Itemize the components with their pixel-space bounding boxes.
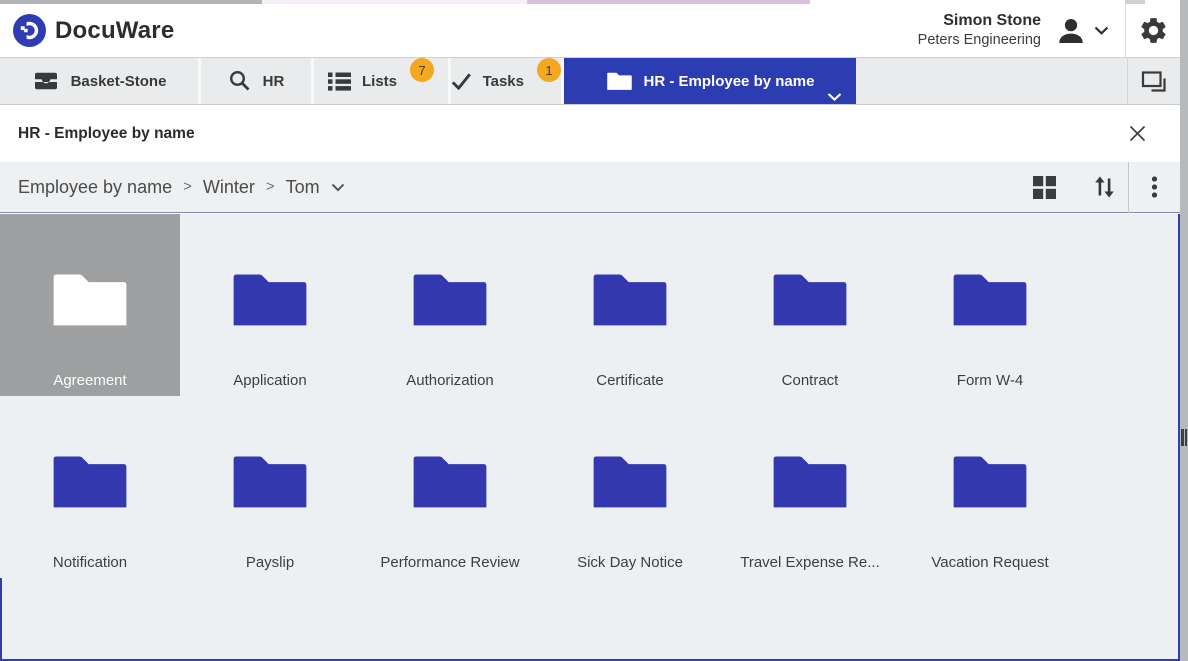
tab-hr-employee-by-name[interactable]: HR - Employee by name xyxy=(564,58,856,104)
breadcrumb-item-winter[interactable]: Winter xyxy=(202,176,255,197)
list-icon xyxy=(327,72,351,91)
folder-icon xyxy=(53,456,127,508)
folder-tile-notification[interactable]: Notification xyxy=(0,396,180,578)
folder-label: Certificate xyxy=(596,372,664,389)
new-window-icon xyxy=(1141,70,1166,92)
chevron-down-icon xyxy=(331,183,344,191)
app-header: DocuWare Simon Stone Peters Engineering xyxy=(0,4,1180,57)
close-panel-button[interactable] xyxy=(1125,121,1150,146)
folder-tile-agreement[interactable]: Agreement xyxy=(0,214,180,396)
breadcrumb-bar: Employee by name > Winter > Tom xyxy=(0,161,1180,213)
folder-grid: Agreement Application Authorization Cert… xyxy=(0,214,1180,578)
search-icon xyxy=(229,70,250,91)
panel-title-bar: HR - Employee by name xyxy=(0,105,1180,162)
folder-tile-authorization[interactable]: Authorization xyxy=(360,214,540,396)
folder-label: Performance Review xyxy=(380,554,520,571)
tab-hr-search[interactable]: HR xyxy=(201,58,311,104)
folder-label: Vacation Request xyxy=(931,554,1049,571)
folder-tile-payslip[interactable]: Payslip xyxy=(180,396,360,578)
panel-title: HR - Employee by name xyxy=(18,124,195,142)
folder-label: Travel Expense Re... xyxy=(740,554,880,571)
folder-label: Payslip xyxy=(245,554,295,571)
person-icon xyxy=(1059,18,1083,43)
gear-icon xyxy=(1140,18,1166,43)
folder-label: Sick Day Notice xyxy=(577,554,683,571)
folder-label: Form W-4 xyxy=(956,372,1024,389)
grid-view-icon xyxy=(1033,175,1056,199)
chevron-down-icon xyxy=(827,93,842,101)
kebab-menu-icon xyxy=(1151,176,1158,198)
browser-edge-strip xyxy=(0,0,1188,4)
folder-tile-travel-expense-report[interactable]: Travel Expense Re... xyxy=(720,396,900,578)
tab-label: HR - Employee by name xyxy=(643,72,815,90)
chevron-down-icon xyxy=(1094,26,1109,35)
grid-view-button[interactable] xyxy=(1033,175,1056,199)
settings-button[interactable] xyxy=(1126,4,1180,57)
header-divider xyxy=(1125,4,1126,57)
window-border xyxy=(1178,214,1180,661)
basket-tray-icon xyxy=(34,72,57,90)
window-border xyxy=(0,578,2,661)
folder-tile-contract[interactable]: Contract xyxy=(720,214,900,396)
tab-label: Lists xyxy=(361,72,397,90)
folder-tile-application[interactable]: Application xyxy=(180,214,360,396)
folder-icon xyxy=(53,274,127,326)
tab-basket-stone[interactable]: Basket-Stone xyxy=(0,58,198,104)
folder-icon xyxy=(233,456,307,508)
breadcrumb-separator: > xyxy=(265,177,275,195)
folder-icon xyxy=(773,456,847,508)
folder-icon xyxy=(233,274,307,326)
window-border xyxy=(0,659,1180,661)
tab-lists[interactable]: Lists 7 xyxy=(314,58,448,104)
folder-icon xyxy=(413,274,487,326)
sort-arrows-icon xyxy=(1095,176,1114,198)
brand-name: DocuWare xyxy=(55,16,175,44)
breadcrumb-dropdown-button[interactable] xyxy=(331,183,345,192)
folder-label: Application xyxy=(233,372,307,389)
docuware-logo-icon xyxy=(13,14,46,47)
folder-tile-form-w-4[interactable]: Form W-4 xyxy=(900,214,1080,396)
tab-label: Basket-Stone xyxy=(70,72,167,90)
folder-tile-certificate[interactable]: Certificate xyxy=(540,214,720,396)
user-menu-button[interactable] xyxy=(1055,15,1109,47)
sort-button[interactable] xyxy=(1094,176,1115,198)
open-new-window-button[interactable] xyxy=(1128,58,1180,104)
user-organization: Peters Engineering xyxy=(917,32,1041,49)
folder-tile-performance-review[interactable]: Performance Review xyxy=(360,396,540,578)
tab-label: Tasks xyxy=(482,72,524,90)
folder-icon xyxy=(953,456,1027,508)
folder-label: Notification xyxy=(52,554,128,571)
folder-tile-sick-day-notice[interactable]: Sick Day Notice xyxy=(540,396,720,578)
folder-label: Authorization xyxy=(406,372,494,389)
tab-label: HR xyxy=(262,72,285,90)
user-info: Simon Stone Peters Engineering xyxy=(918,11,1041,49)
folder-icon xyxy=(413,456,487,508)
lists-count-badge: 7 xyxy=(410,58,434,82)
breadcrumb-separator: > xyxy=(183,177,192,195)
close-icon xyxy=(1129,125,1146,142)
folder-grid-panel: Agreement Application Authorization Cert… xyxy=(0,214,1180,661)
tab-bar: Basket-Stone HR Lists 7 Tasks 1 HR - Emp… xyxy=(0,57,1180,105)
folder-icon xyxy=(606,72,632,90)
right-edge-splitter[interactable] xyxy=(1180,0,1188,661)
breadcrumb-item-tom[interactable]: Tom xyxy=(285,176,320,197)
breadcrumb-item-root[interactable]: Employee by name xyxy=(18,176,173,197)
folder-label: Agreement xyxy=(53,372,127,389)
folder-icon xyxy=(593,456,667,508)
folder-icon xyxy=(593,274,667,326)
folder-icon xyxy=(773,274,847,326)
tasks-count-badge: 1 xyxy=(537,58,561,82)
tab-tasks[interactable]: Tasks 1 xyxy=(451,58,561,104)
splitter-grip[interactable] xyxy=(1180,429,1188,446)
more-options-button[interactable] xyxy=(1129,162,1180,212)
folder-label: Contract xyxy=(781,372,839,389)
folder-tile-vacation-request[interactable]: Vacation Request xyxy=(900,396,1080,578)
folder-icon xyxy=(953,274,1027,326)
user-name: Simon Stone xyxy=(943,12,1041,30)
checkmark-icon xyxy=(451,73,471,91)
